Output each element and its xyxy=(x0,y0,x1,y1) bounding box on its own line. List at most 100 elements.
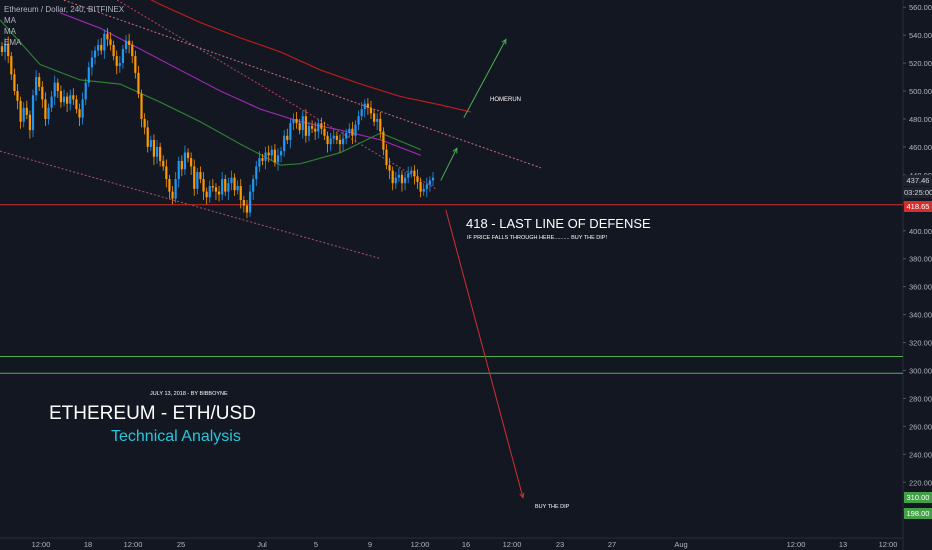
candle-body xyxy=(338,139,342,145)
candle-body xyxy=(292,118,295,124)
candle-body xyxy=(59,91,63,103)
candle-body xyxy=(341,138,345,145)
candle-body xyxy=(273,149,276,163)
candle-body xyxy=(357,116,360,125)
buy-the-dip-label: BUY THE DIP xyxy=(535,504,570,510)
candle-body xyxy=(261,158,264,161)
ma1-label[interactable]: MA xyxy=(4,16,16,25)
y-tick-label: 460.00 xyxy=(909,143,932,152)
x-tick-label: 12:00 xyxy=(503,540,522,549)
y-tick-label: 300.00 xyxy=(909,366,932,375)
symbol-label[interactable]: Ethereum / Dollar, 240, BITFINEX xyxy=(4,5,125,14)
homerun-label: HOMERUN xyxy=(490,97,521,103)
candle-body xyxy=(4,43,7,52)
candle-body xyxy=(190,158,193,167)
y-tick-label: 260.00 xyxy=(909,422,932,431)
candle-body xyxy=(202,179,205,192)
candle-body xyxy=(180,160,183,170)
candle-body xyxy=(47,107,50,119)
candle-body xyxy=(186,152,190,159)
last-price-tag: 437.46 xyxy=(904,175,932,186)
x-tick-label: 16 xyxy=(462,540,470,549)
x-tick-label: 12:00 xyxy=(879,540,898,549)
candle-body xyxy=(227,183,230,192)
candle-body xyxy=(372,113,376,122)
y-tick-label: 220.00 xyxy=(909,478,932,487)
main-title: ETHEREUM - ETH/USD xyxy=(49,403,256,424)
candle-body xyxy=(0,46,4,52)
annotation-arrow xyxy=(445,209,524,498)
trend-line xyxy=(115,0,437,190)
candle-body xyxy=(407,173,410,178)
arrow-head xyxy=(452,147,458,154)
countdown-tag: 03:25:00 xyxy=(904,187,932,198)
candle-body xyxy=(270,149,273,156)
candle-body xyxy=(320,123,323,129)
y-tick-label: 540.00 xyxy=(909,31,932,40)
candle-body xyxy=(385,149,388,166)
candle-body xyxy=(236,186,239,191)
ema-line xyxy=(150,0,472,113)
candle-body xyxy=(13,74,16,92)
candle-body xyxy=(100,44,103,51)
y-tick-label: 280.00 xyxy=(909,394,932,403)
x-tick-label: 12:00 xyxy=(411,540,430,549)
candle-body xyxy=(224,179,227,192)
candle-body xyxy=(431,177,435,181)
candle-body xyxy=(38,77,41,87)
candle-body xyxy=(103,33,106,51)
candle-body xyxy=(397,174,400,178)
date-author: JULY 13, 2018 - BY BIBBOYNE xyxy=(150,391,228,397)
candle-body xyxy=(413,170,416,177)
arrow-head xyxy=(501,38,507,45)
candle-body xyxy=(155,146,159,157)
x-tick-label: 25 xyxy=(177,540,185,549)
candle-body xyxy=(131,44,134,57)
candle-body xyxy=(97,44,100,51)
candle-body xyxy=(332,135,335,139)
candle-body xyxy=(72,95,75,100)
candle-body xyxy=(335,135,338,140)
ma2-label[interactable]: MA xyxy=(4,27,16,36)
candle-body xyxy=(307,125,311,136)
candle-body xyxy=(379,118,382,132)
candle-body xyxy=(301,116,304,131)
x-tick-label: 27 xyxy=(608,540,616,549)
candle-body xyxy=(69,95,72,104)
x-tick-label: 9 xyxy=(368,540,372,549)
candle-body xyxy=(416,176,419,182)
x-tick-label: 23 xyxy=(556,540,564,549)
arrow-head xyxy=(519,492,525,499)
y-tick-label: 480.00 xyxy=(909,115,932,124)
candle-body xyxy=(159,146,162,161)
candle-body xyxy=(366,103,369,108)
ema-label[interactable]: EMA xyxy=(4,38,22,47)
x-tick-label: 5 xyxy=(314,540,318,549)
candle-body xyxy=(143,118,146,128)
candle-body xyxy=(134,56,137,73)
candle-body xyxy=(128,40,131,45)
candle-body xyxy=(50,96,53,108)
candle-body xyxy=(360,109,363,117)
candle-body xyxy=(323,128,326,136)
candle-body xyxy=(140,93,143,119)
candle-body xyxy=(283,135,286,152)
x-tick-label: 12:00 xyxy=(124,540,143,549)
candle-body xyxy=(422,188,425,192)
candle-body xyxy=(41,86,44,100)
candle-body xyxy=(239,186,242,201)
candle-body xyxy=(146,127,149,147)
candle-body xyxy=(112,44,115,57)
candle-body xyxy=(162,160,165,167)
y-tick-label: 380.00 xyxy=(909,255,932,264)
candle-body xyxy=(183,152,187,170)
candle-body xyxy=(199,172,202,180)
candle-body xyxy=(230,177,233,184)
candle-body xyxy=(44,99,47,119)
candle-body xyxy=(252,179,255,192)
annotation-arrow xyxy=(463,39,507,118)
y-tick-label: 360.00 xyxy=(909,283,932,292)
candle-body xyxy=(66,96,69,104)
candle-body xyxy=(242,200,245,206)
